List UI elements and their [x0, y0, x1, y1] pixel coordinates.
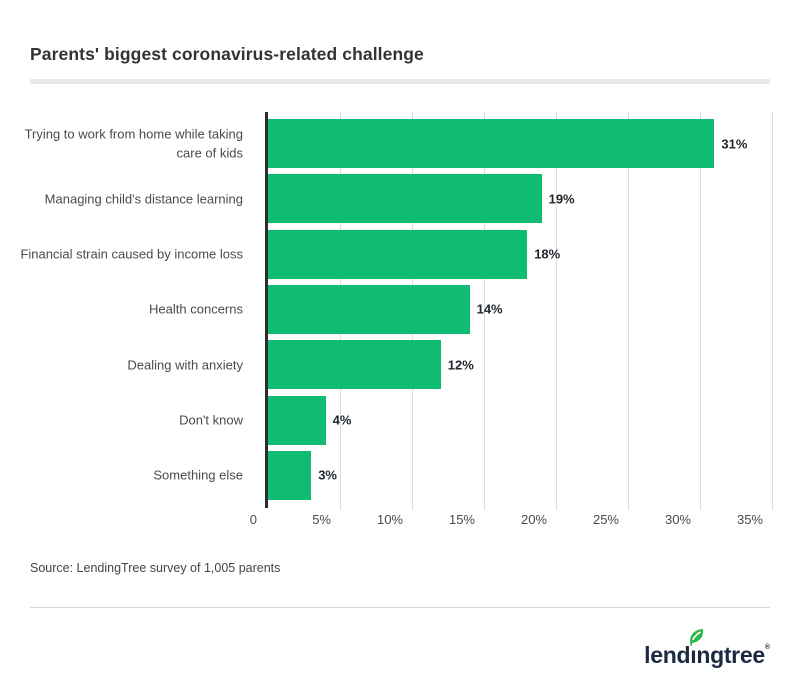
- x-tick-label: 0: [249, 512, 257, 527]
- lendingtree-logo: lendıngtree®: [644, 626, 770, 672]
- x-tick-label: 10%: [376, 512, 403, 527]
- category-labels: Trying to work from home while taking ca…: [0, 112, 253, 508]
- category-label: Health concerns: [149, 301, 243, 317]
- category-label: Financial strain caused by income loss: [20, 246, 243, 262]
- source-note: Source: LendingTree survey of 1,005 pare…: [30, 561, 281, 575]
- category-label: Something else: [153, 467, 243, 483]
- x-tick-label: 5%: [312, 512, 331, 527]
- category-label: Trying to work from home while taking ca…: [24, 126, 243, 161]
- gridline: [556, 112, 557, 510]
- bar-value-label: 19%: [548, 191, 575, 207]
- bar-value-label: 18%: [534, 246, 561, 262]
- registered-trademark: ®: [764, 644, 770, 651]
- bar: [268, 229, 528, 279]
- x-tick-label: 15%: [448, 512, 475, 527]
- plot-area: 31% 19% 18% 14% 12% 4% 3%: [265, 112, 780, 510]
- gridline: [628, 112, 629, 510]
- bottom-divider: [30, 607, 770, 608]
- bar: [268, 284, 470, 334]
- bar-value-label: 14%: [476, 301, 503, 317]
- x-tick-label: 35%: [736, 512, 763, 527]
- lendingtree-logo-text: lendıngtree: [644, 642, 765, 668]
- bar-value-label: 31%: [721, 136, 748, 151]
- category-label: Don't know: [179, 412, 243, 428]
- bar-value-label: 3%: [318, 467, 337, 483]
- bar-value-label: 12%: [447, 357, 474, 373]
- bar: [268, 119, 715, 168]
- gridline: [484, 112, 485, 510]
- gridline: [700, 112, 701, 510]
- x-tick-label: 20%: [520, 512, 547, 527]
- category-label: Managing child's distance learning: [44, 191, 243, 207]
- bar: [268, 340, 441, 390]
- bar: [268, 395, 326, 445]
- gridline: [772, 112, 773, 510]
- category-label: Dealing with anxiety: [127, 357, 243, 373]
- title-divider: [30, 79, 770, 84]
- x-axis-labels: 0 5% 10% 15% 20% 25% 30% 35%: [250, 510, 780, 532]
- x-tick-label: 30%: [664, 512, 691, 527]
- bar-value-label: 4%: [332, 412, 352, 428]
- bar: [268, 174, 542, 224]
- bar: [268, 450, 312, 500]
- chart-title: Parents' biggest coronavirus-related cha…: [30, 44, 424, 64]
- leaf-icon: [689, 628, 704, 646]
- x-tick-label: 25%: [592, 512, 619, 527]
